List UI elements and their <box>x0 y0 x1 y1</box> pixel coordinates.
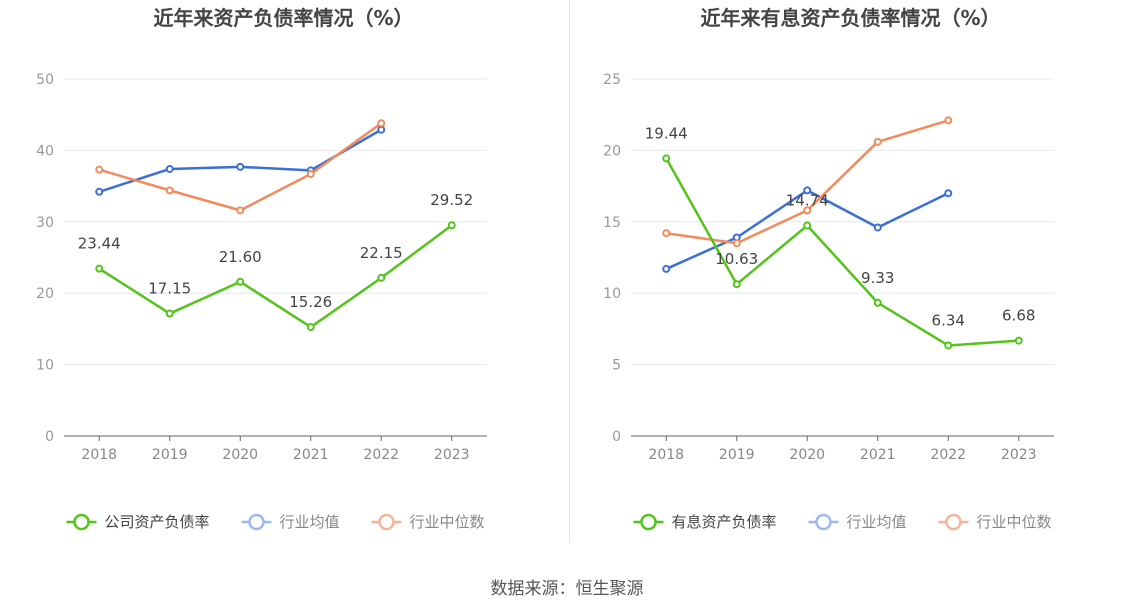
y-tick-label: 50 <box>36 72 54 88</box>
data-label: 9.33 <box>861 269 894 287</box>
legend-item[interactable]: 行业中位数 <box>371 513 485 531</box>
data-point <box>377 125 386 134</box>
data-label: 17.15 <box>148 280 191 298</box>
x-tick-label: 2023 <box>1001 447 1037 463</box>
data-source: 数据来源：恒生聚源 <box>490 579 644 599</box>
legend-item[interactable]: 行业中位数 <box>938 513 1052 531</box>
data-label: 23.44 <box>78 235 121 253</box>
x-tick-label: 2022 <box>363 447 399 463</box>
y-tick-label: 5 <box>612 358 621 374</box>
data-point <box>803 221 812 230</box>
data-point <box>165 186 174 195</box>
data-label: 29.52 <box>430 191 473 209</box>
data-point <box>732 280 741 289</box>
legend-label: 有息资产负债率 <box>672 513 777 531</box>
y-tick-label: 0 <box>612 429 621 445</box>
data-label: 10.63 <box>715 250 758 268</box>
data-point <box>732 239 741 248</box>
data-label: 6.34 <box>932 311 965 329</box>
data-point <box>306 323 315 332</box>
x-tick-label: 2019 <box>719 447 755 463</box>
x-tick-label: 2018 <box>81 447 117 463</box>
data-point <box>165 309 174 318</box>
legend-label: 行业均值 <box>280 513 340 531</box>
data-point <box>803 206 812 215</box>
data-label: 14.74 <box>786 192 829 210</box>
y-tick-label: 10 <box>36 358 54 374</box>
data-point <box>662 229 671 238</box>
legend-marker-icon <box>73 513 90 531</box>
series-line <box>98 224 453 329</box>
x-tick-label: 2021 <box>860 447 896 463</box>
x-tick-label: 2021 <box>293 447 329 463</box>
data-point <box>95 264 104 273</box>
interest-bearing-liability-ratio-chart: 近年来有息资产负债率情况（%） 0 5 10 15 20 25 2018 2019 2020 202… <box>603 6 1054 531</box>
data-point <box>447 221 456 230</box>
data-point <box>944 116 953 125</box>
data-point <box>236 206 245 215</box>
x-tick-label: 2020 <box>789 447 825 463</box>
y-tick-label: 25 <box>603 72 621 88</box>
y-tick-label: 40 <box>36 143 54 159</box>
data-point <box>944 189 953 198</box>
data-point <box>236 277 245 286</box>
data-label: 15.26 <box>289 293 332 311</box>
x-tick-label: 2020 <box>222 447 258 463</box>
x-tick-label: 2023 <box>434 447 470 463</box>
data-point <box>944 341 953 350</box>
x-tick-label: 2019 <box>152 447 188 463</box>
x-tick-label: 2018 <box>648 447 684 463</box>
legend-label: 公司资产负债率 <box>105 513 210 531</box>
asset-liability-ratio-chart: 近年来资产负债率情况（%） 0 10 20 30 40 50 2018 2019 2020 2021… <box>36 6 487 531</box>
data-point <box>1014 336 1023 345</box>
data-point <box>95 187 104 196</box>
y-tick-label: 30 <box>36 215 54 231</box>
data-point <box>377 273 386 282</box>
data-point <box>236 162 245 171</box>
data-point <box>662 154 671 163</box>
data-label: 21.60 <box>219 248 262 266</box>
chart-title: 近年来有息资产负债率情况（%） <box>700 6 1000 30</box>
y-tick-label: 10 <box>603 286 621 302</box>
chart-title: 近年来资产负债率情况（%） <box>153 6 413 30</box>
series-line <box>665 157 1019 347</box>
y-tick-label: 20 <box>36 286 54 302</box>
data-point <box>377 119 386 128</box>
legend-item[interactable]: 行业均值 <box>241 513 340 531</box>
y-tick-label: 15 <box>603 215 621 231</box>
legend-item[interactable]: 有息资产负债率 <box>633 513 777 531</box>
legend-label: 行业中位数 <box>410 513 485 531</box>
y-tick-label: 20 <box>603 143 621 159</box>
x-tick-label: 2022 <box>930 447 966 463</box>
data-point <box>306 169 315 178</box>
data-label: 6.68 <box>1002 307 1035 325</box>
legend-label: 行业均值 <box>847 513 907 531</box>
data-point <box>95 165 104 174</box>
legend-item[interactable]: 行业均值 <box>808 513 907 531</box>
legend-label: 行业中位数 <box>977 513 1052 531</box>
y-tick-label: 0 <box>45 429 54 445</box>
data-point <box>662 264 671 273</box>
data-point <box>873 298 882 307</box>
data-label: 22.15 <box>360 244 403 262</box>
data-point <box>873 137 882 146</box>
legend-marker-icon <box>640 513 657 531</box>
data-point <box>165 164 174 173</box>
data-point <box>803 186 812 195</box>
legend-marker-icon <box>945 513 962 531</box>
legend-marker-icon <box>248 513 265 531</box>
legend-marker-icon <box>378 513 395 531</box>
legend-marker-icon <box>815 513 832 531</box>
divider <box>569 0 570 542</box>
data-label: 19.44 <box>645 124 688 142</box>
legend-item[interactable]: 公司资产负债率 <box>66 513 210 531</box>
data-point <box>873 223 882 232</box>
